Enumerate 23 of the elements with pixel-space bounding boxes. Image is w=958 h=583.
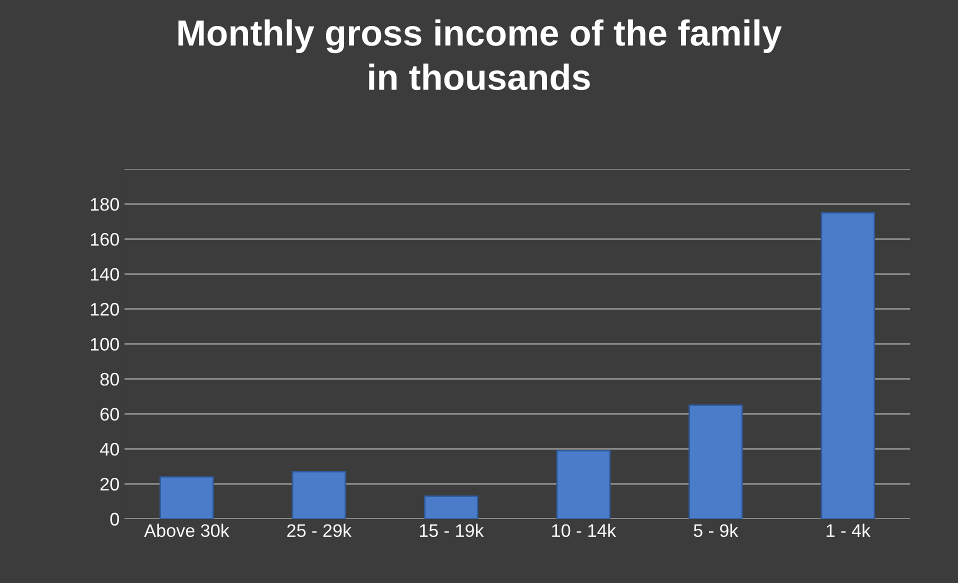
y-tick-label: 20: [100, 478, 119, 491]
x-tick-label: 15 - 19k: [420, 524, 484, 537]
bar: [820, 212, 876, 519]
y-tick-label: 120: [90, 302, 119, 316]
y-tick-label: 180: [90, 198, 119, 211]
x-tick-label: 25 - 29k: [287, 524, 352, 537]
bar: [160, 476, 214, 519]
chart-title: Monthly gross income of the family in thousands: [178, 19, 782, 90]
x-tick-label: Above 30k: [144, 524, 230, 537]
x-tick-label: 10 - 14k: [552, 524, 616, 537]
x-tick-label: 1 - 4k: [826, 524, 871, 537]
y-tick-label: 0: [110, 512, 119, 526]
y-tick-label: 80: [100, 372, 119, 386]
y-tick-label: 100: [90, 338, 119, 351]
y-tick-label: 160: [90, 232, 119, 246]
bar: [556, 450, 611, 519]
bar: [688, 404, 743, 519]
bar: [424, 495, 478, 519]
y-tick-label: 140: [90, 268, 119, 281]
y-tick-label: 40: [100, 442, 119, 456]
y-tick-label: 60: [100, 408, 119, 421]
bar: [292, 470, 346, 519]
x-tick-label: 5 - 9k: [694, 524, 738, 537]
